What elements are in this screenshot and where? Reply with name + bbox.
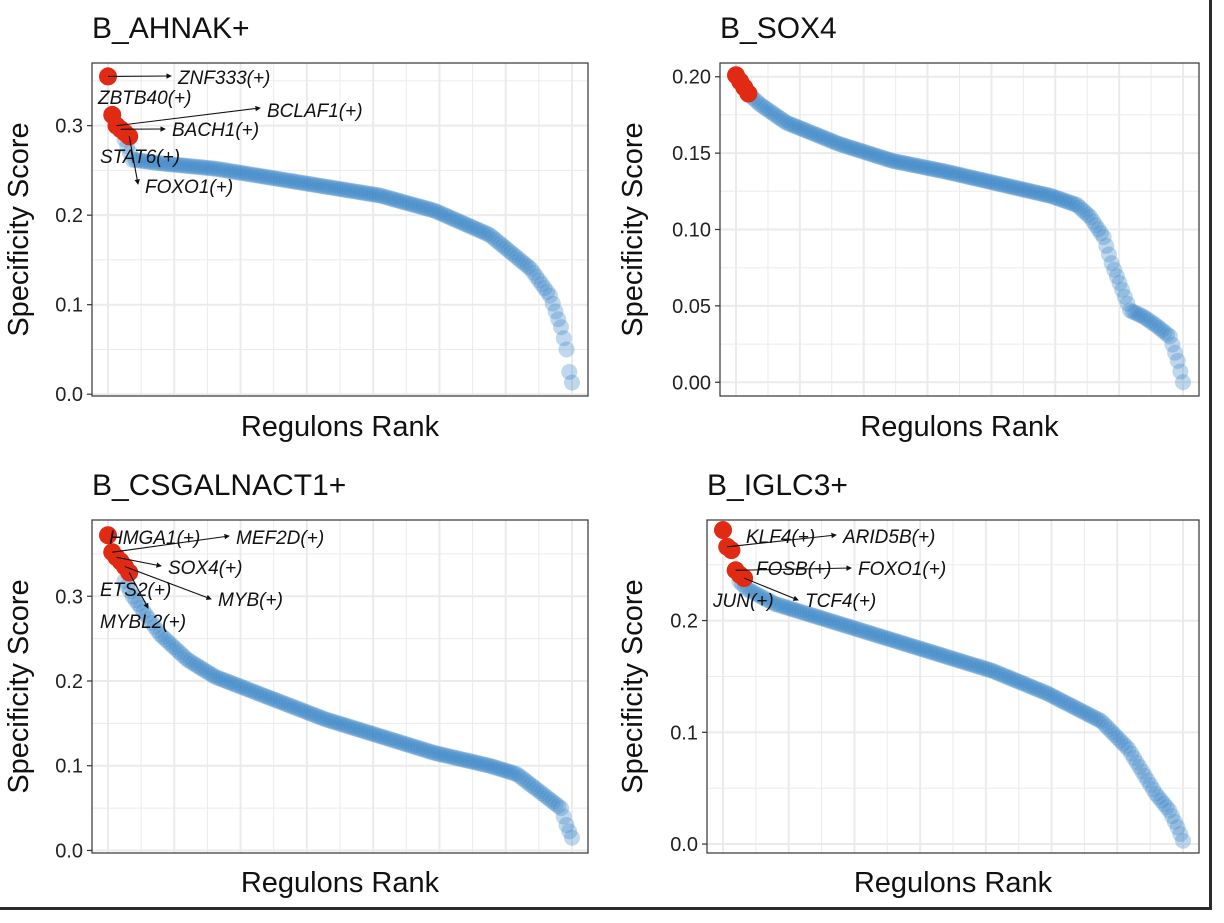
regulon-label: BCLAF1(+) — [267, 101, 363, 122]
regulon-label: MYBL2(+) — [100, 612, 186, 633]
x-axis-label: Regulons Rank — [241, 411, 440, 443]
regulon-label: KLF4(+) — [746, 527, 815, 548]
y-tick-label: 0.1 — [55, 295, 83, 317]
data-point — [564, 375, 580, 391]
highlight-point — [739, 85, 757, 103]
panel-title: B_CSGALNACT1+ — [92, 469, 346, 502]
y-axis-label: Specificity Score — [3, 579, 35, 793]
y-tick-label: 0.10 — [672, 220, 711, 242]
regulon-label: BACH1(+) — [172, 120, 259, 141]
y-tick-label: 0.2 — [55, 671, 83, 693]
regulon-label: ARID5B(+) — [842, 527, 935, 548]
y-tick-label: 0.05 — [672, 296, 711, 318]
panel-title: B_SOX4 — [720, 12, 837, 45]
regulon-label: MEF2D(+) — [236, 528, 324, 549]
regulon-label: FOXO1(+) — [858, 559, 946, 580]
y-axis-label: Specificity Score — [617, 579, 649, 793]
regulon-label: FOXO1(+) — [145, 177, 233, 198]
panel-title: B_AHNAK+ — [92, 12, 250, 45]
y-tick-label: 0.0 — [670, 834, 698, 856]
x-axis-label: Regulons Rank — [860, 411, 1059, 443]
panel-2: 0.00 0.05 0.10 0.15 0.20 B_SOX4 Regulons Rank S… — [617, 12, 1199, 443]
panel-3: HMGA1(+)MEF2D(+)SOX4(+)ETS2(+)MYB(+)MYBL… — [3, 469, 588, 899]
y-tick-label: 0.1 — [55, 756, 83, 778]
panel-title: B_IGLC3+ — [707, 469, 848, 502]
x-axis-label: Regulons Rank — [854, 867, 1053, 899]
data-point — [564, 830, 580, 846]
y-tick-label: 0.0 — [55, 840, 83, 862]
panel-1: ZNF333(+)ZBTB40(+) BCLAF1(+) BACH1(+) STAT6… — [3, 12, 588, 443]
y-tick-label: 0.3 — [55, 586, 83, 608]
regulon-label: MYB(+) — [218, 590, 283, 611]
panel-4: KLF4(+)ARID5B(+)FOSB(+)FOXO1(+)JUN(+)TCF… — [617, 469, 1199, 899]
highlight-point — [722, 541, 740, 559]
regulon-label: ETS2(+) — [100, 580, 171, 601]
y-tick-label: 0.0 — [55, 384, 83, 406]
y-tick-label: 0.15 — [672, 143, 711, 165]
highlight-point — [714, 521, 732, 539]
regulon-label: SOX4(+) — [168, 558, 242, 579]
regulon-label: JUN(+) — [712, 591, 774, 612]
regulon-label: STAT6(+) — [100, 147, 180, 168]
y-tick-label: 0.3 — [55, 116, 83, 138]
regulon-label: TCF4(+) — [805, 591, 876, 612]
data-point — [1175, 374, 1191, 390]
y-axis-label: Specificity Score — [617, 122, 649, 336]
y-axis-label: Specificity Score — [3, 122, 35, 336]
regulon-label: ZBTB40(+) — [97, 88, 191, 109]
y-tick-label: 0.20 — [672, 67, 711, 89]
x-axis-label: Regulons Rank — [241, 867, 440, 899]
regulon-label: ZNF333(+) — [177, 68, 270, 89]
y-tick-label: 0.2 — [670, 611, 698, 633]
y-tick-label: 0.2 — [55, 205, 83, 227]
data-point — [1175, 833, 1191, 849]
y-tick-label: 0.1 — [670, 722, 698, 744]
y-tick-label: 0.00 — [672, 372, 711, 394]
data-point — [559, 341, 575, 357]
